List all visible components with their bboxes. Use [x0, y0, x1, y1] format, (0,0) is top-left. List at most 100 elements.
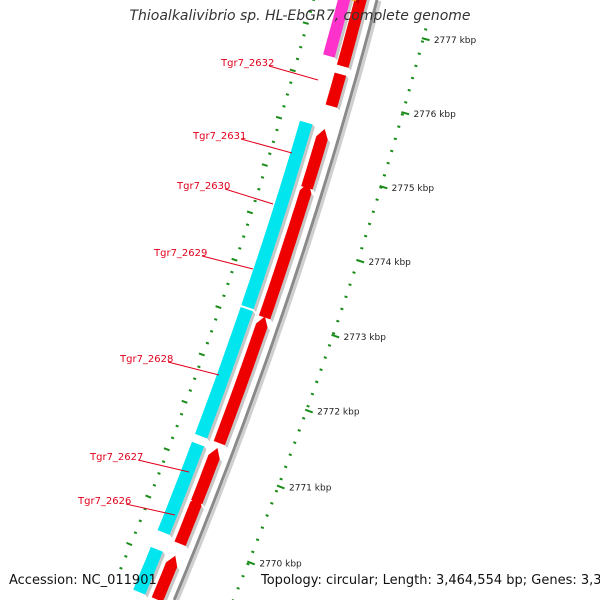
- backbone-shadow: [175, 0, 382, 600]
- gc-tick-right: [336, 319, 340, 323]
- cds-fwd-5-shadow: [270, 243, 298, 323]
- gc-tick-left: [197, 365, 201, 369]
- gc-tick-right: [410, 76, 415, 80]
- cds-fwd-5-shape: [258, 232, 296, 320]
- gc-tick-right: [393, 137, 398, 141]
- gc-tick-right: [319, 368, 323, 372]
- backbone: [172, 0, 382, 600]
- gc-tick-left: [245, 223, 250, 227]
- gene-label-text[interactable]: Tgr7_2626: [77, 496, 131, 507]
- gc-tick-right: [331, 331, 336, 335]
- gene-label-text[interactable]: Tgr7_2627: [89, 452, 143, 463]
- gc-tick-right: [340, 307, 344, 311]
- rna-feature: [323, 0, 354, 61]
- gene-label-tgr7-2628[interactable]: Tgr7_2628: [119, 354, 220, 376]
- gc-tick-right: [414, 64, 418, 68]
- gc-tick-left: [124, 554, 128, 558]
- gc-tick-right: [241, 574, 245, 578]
- cds-fwd-2-shape: [325, 72, 347, 108]
- gc-tick-right: [283, 465, 288, 469]
- gc-tick-right: [363, 234, 368, 238]
- gene-label-tgr7-2629[interactable]: Tgr7_2629: [153, 248, 254, 270]
- gc-tick-right: [397, 125, 401, 129]
- gc-tick-left: [213, 317, 218, 321]
- gene-label-text[interactable]: Tgr7_2628: [119, 354, 173, 365]
- scale-tick-label: 2776 kbp: [413, 110, 456, 120]
- gc-tick-right: [404, 100, 408, 104]
- gc-tick-left: [260, 175, 265, 179]
- gc-tick-right: [292, 441, 297, 445]
- gc-tick-left: [268, 152, 272, 156]
- gc-tick-right: [417, 52, 421, 56]
- gc-tick-left: [302, 33, 306, 37]
- scale-tick-label: 2772 kbp: [317, 408, 360, 418]
- cds-fwd-7: [191, 448, 222, 507]
- gc-tick-left: [181, 399, 188, 404]
- cds-fwd-3-shadow: [312, 139, 331, 193]
- gc-tick-left: [170, 436, 175, 440]
- leader-line: [240, 138, 293, 154]
- gc-tick-right: [371, 210, 376, 214]
- gene-features: [133, 0, 370, 600]
- cds-fwd-4: [284, 182, 314, 247]
- cds-fwd-9-shape: [151, 555, 178, 600]
- gc-tick-left: [161, 460, 166, 464]
- gc-tick-left: [179, 412, 184, 416]
- scale-tick: [304, 408, 314, 414]
- gc-tick-right: [288, 453, 292, 457]
- cds-fwd-2: [325, 72, 349, 111]
- gc-tick-right: [236, 586, 240, 590]
- leader-line: [137, 459, 190, 473]
- gene-label-tgr7-2630[interactable]: Tgr7_2630: [176, 181, 274, 205]
- scale-tick-label: 2773 kbp: [344, 333, 387, 343]
- gene-label-text[interactable]: Tgr7_2630: [176, 181, 230, 192]
- gc-tick-left: [209, 329, 214, 333]
- cds-fwd-8: [174, 494, 204, 549]
- gene-label-text[interactable]: Tgr7_2631: [192, 131, 246, 142]
- gene-label-tgr7-2626[interactable]: Tgr7_2626: [77, 496, 176, 516]
- gc-tick-right: [420, 40, 425, 43]
- scale-tick: [379, 185, 388, 190]
- gc-tick-right: [327, 343, 332, 347]
- cds-rev-1-shadow: [253, 124, 315, 313]
- gc-tick-left: [253, 199, 257, 203]
- gc-tick-left: [138, 519, 143, 523]
- cds-fwd-6-shadow: [224, 327, 270, 449]
- rna-feature-shape: [323, 0, 351, 58]
- gc-tick-left: [143, 507, 147, 511]
- gc-tick-right: [265, 513, 269, 517]
- gc-tick-left: [126, 541, 133, 547]
- gc-tick-left: [289, 68, 296, 73]
- gc-tick-right: [375, 198, 379, 202]
- scale-tick: [356, 258, 365, 264]
- gc-tick-right: [251, 550, 255, 554]
- gc-tick-left: [302, 21, 309, 25]
- gc-tick-right: [310, 392, 315, 396]
- leader-line: [125, 503, 176, 516]
- cds-rev-2-shape: [195, 307, 253, 439]
- cds-rev-1-shape: [241, 120, 313, 310]
- scale-tick: [331, 333, 340, 339]
- cds-fwd-4-shape: [284, 182, 312, 244]
- gc-tick-left: [226, 282, 230, 286]
- gc-tick-left: [157, 471, 161, 475]
- gc-tick-right: [270, 501, 274, 505]
- gc-tick-right: [279, 477, 283, 481]
- gene-label-tgr7-2631[interactable]: Tgr7_2631: [192, 131, 293, 154]
- gene-label-tgr7-2627[interactable]: Tgr7_2627: [89, 452, 190, 473]
- gc-tick-left: [231, 257, 238, 262]
- other-feature-shadow: [356, 0, 360, 5]
- gc-tick-left: [282, 104, 286, 108]
- gc-tick-left: [152, 483, 157, 487]
- gene-label-tgr7-2632[interactable]: Tgr7_2632: [220, 58, 319, 81]
- cds-rev-3-shadow: [169, 446, 207, 538]
- cds-fwd-3-shape: [301, 129, 328, 190]
- other-feature: [350, 0, 360, 5]
- cds-rev-3: [157, 441, 207, 538]
- gc-tick-right: [400, 113, 405, 116]
- cds-fwd-2-shadow: [337, 75, 349, 111]
- gene-label-text[interactable]: Tgr7_2632: [220, 58, 274, 69]
- backbone-line: [172, 0, 379, 600]
- gc-tick-left: [238, 246, 242, 250]
- gene-label-text[interactable]: Tgr7_2629: [153, 248, 207, 259]
